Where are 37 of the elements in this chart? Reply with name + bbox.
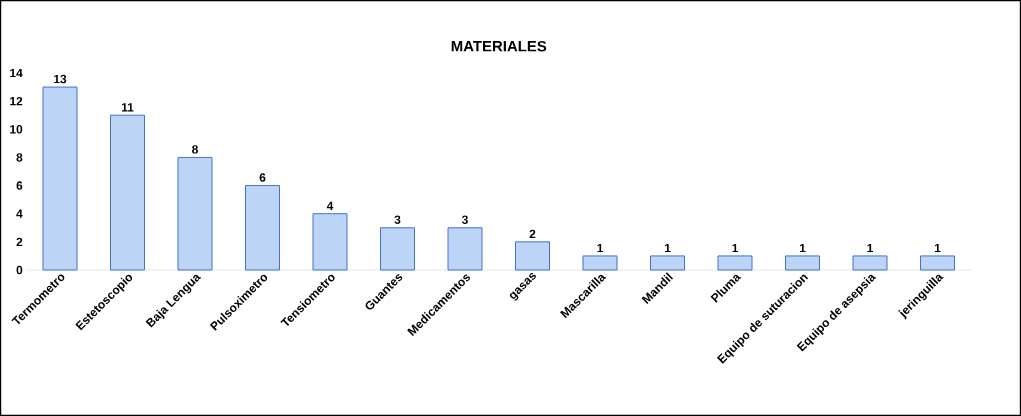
data-label: 1 xyxy=(934,243,941,253)
data-label: 1 xyxy=(597,243,603,253)
y-tick-label: 4 xyxy=(16,209,23,218)
y-tick-label: 8 xyxy=(16,153,23,162)
bar xyxy=(380,227,415,271)
y-tick-label: 0 xyxy=(16,265,23,275)
data-label: 13 xyxy=(54,74,67,84)
data-label: 1 xyxy=(664,243,671,253)
data-label: 1 xyxy=(732,243,738,253)
data-label: 1 xyxy=(799,243,806,253)
y-tick-label: 14 xyxy=(10,68,23,78)
bar xyxy=(312,213,348,271)
bar xyxy=(245,185,280,271)
data-label: 8 xyxy=(192,145,198,154)
bar xyxy=(447,227,483,271)
data-label: 3 xyxy=(394,215,401,224)
bar xyxy=(920,255,956,271)
bar xyxy=(650,255,686,271)
data-label: 3 xyxy=(461,215,468,224)
bar xyxy=(852,255,888,271)
bar xyxy=(717,255,753,271)
bar xyxy=(177,156,213,271)
data-label: 6 xyxy=(259,173,266,182)
data-label: 4 xyxy=(326,201,334,210)
bar xyxy=(110,114,145,271)
bar xyxy=(515,241,550,271)
data-label: 2 xyxy=(529,229,536,239)
data-label: 1 xyxy=(867,243,873,253)
bar xyxy=(582,255,618,271)
y-tick-label: 10 xyxy=(10,125,23,134)
chart-title: MATERIALES xyxy=(451,40,547,52)
bar xyxy=(42,86,78,271)
bar xyxy=(785,255,821,271)
y-tick-label: 6 xyxy=(16,181,23,190)
data-label: 11 xyxy=(121,103,134,112)
y-tick-label: 12 xyxy=(10,96,23,106)
y-tick-label: 2 xyxy=(16,237,23,247)
